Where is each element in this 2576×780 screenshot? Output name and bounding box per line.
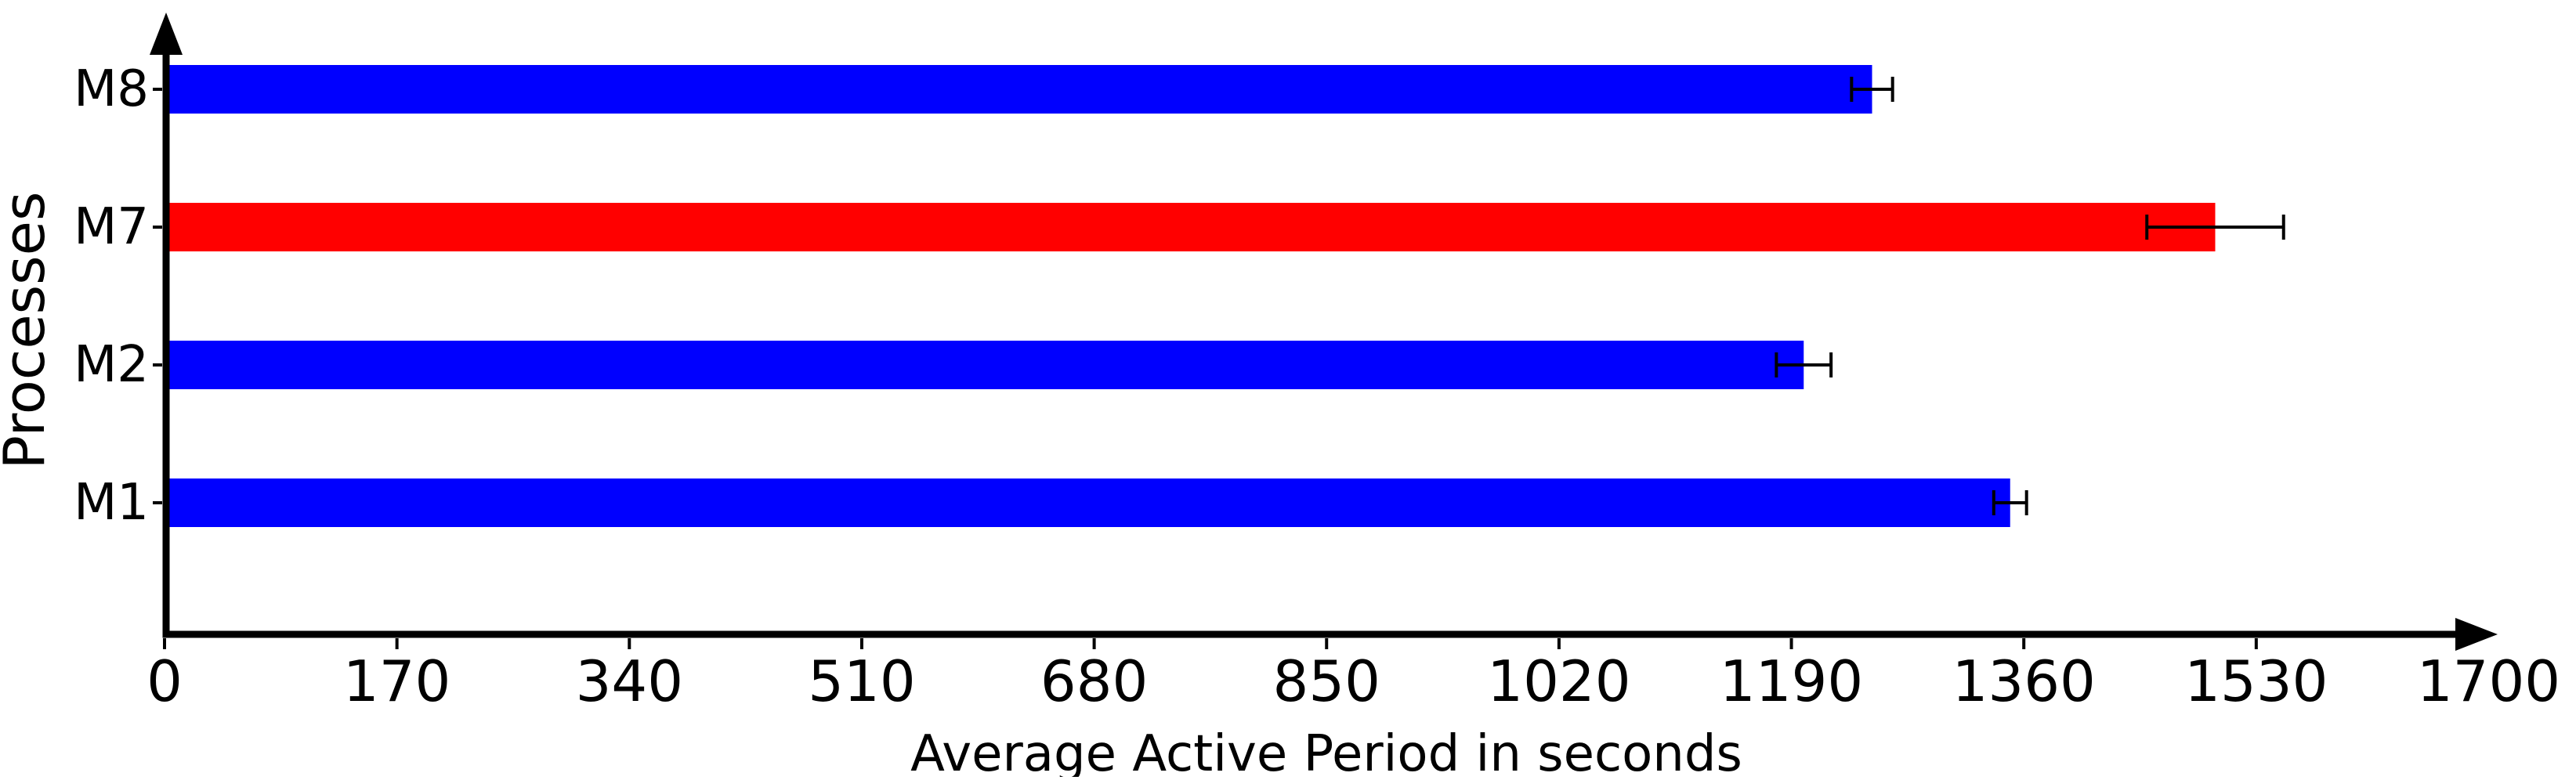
error-bar-M8 [1850, 77, 1894, 102]
ticks-layer: M8 M7 M2 M1 0 170 340 510 680 850 1020 1190 1360 1530… [74, 60, 2560, 714]
x-tick-label-1530: 1530 [2184, 648, 2328, 714]
bar-M2 [163, 341, 1804, 389]
error-bar-M1 [1992, 490, 2028, 515]
bar-M8 [163, 65, 1872, 114]
bar-M7 [163, 203, 2216, 251]
x-tick-label-1020: 1020 [1487, 648, 1630, 714]
bars-layer [163, 65, 2216, 527]
y-tick-label-M1: M1 [74, 474, 149, 532]
x-tick-label-850: 850 [1273, 648, 1380, 714]
x-tick-label-0: 0 [147, 648, 183, 714]
axes-layer [150, 13, 2498, 651]
x-tick-label-170: 170 [343, 648, 450, 714]
y-tick-label-M8: M8 [74, 60, 149, 118]
error-bar-M2 [1775, 352, 1833, 377]
x-tick-label-340: 340 [576, 648, 683, 714]
y-tick-label-M7: M7 [74, 198, 149, 256]
bar-M1 [163, 478, 2010, 527]
x-axis-arrowhead-icon [2455, 618, 2498, 651]
y-axis-title: Processes [0, 192, 57, 470]
y-axis-arrowhead-icon [150, 13, 183, 55]
error-bars-layer [1775, 77, 2285, 515]
x-tick-label-1360: 1360 [1952, 648, 2096, 714]
x-tick-label-1190: 1190 [1720, 648, 1863, 714]
x-tick-label-1700: 1700 [2417, 648, 2560, 714]
x-tick-label-510: 510 [808, 648, 915, 714]
y-tick-label-M2: M2 [74, 336, 149, 394]
x-axis-title: Average Active Period in seconds [910, 725, 1742, 777]
x-tick-label-680: 680 [1040, 648, 1148, 714]
error-bar-M7 [2145, 215, 2285, 240]
